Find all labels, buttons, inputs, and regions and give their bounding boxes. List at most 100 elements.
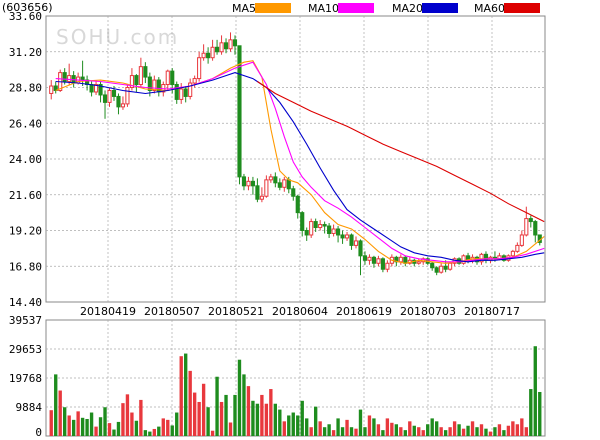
candle-body-down — [98, 84, 103, 96]
volume-bar — [188, 370, 192, 436]
volume-tick-label: 29653 — [9, 343, 42, 356]
volume-bar — [403, 430, 407, 436]
date-x-axis: 20180419 20180507 20180521 20180604 20180619… — [80, 305, 520, 318]
candle-body-down — [183, 88, 188, 97]
candle-body-down — [232, 39, 238, 47]
volume-bar — [98, 417, 103, 436]
volume-bar — [237, 359, 242, 436]
volume-bar — [143, 430, 148, 436]
candle-body-up — [376, 258, 381, 264]
candle-body-down — [277, 182, 282, 188]
candle-body-up — [479, 253, 484, 263]
volume-bar — [94, 426, 98, 436]
volume-bar — [434, 421, 439, 436]
candle-body-down — [300, 212, 305, 231]
volume-bar — [484, 428, 488, 436]
volume-bar — [192, 392, 197, 436]
candle-body-down — [322, 224, 327, 227]
volume-bar — [452, 421, 457, 436]
candle-body-up — [165, 70, 170, 86]
volume-bar — [349, 427, 354, 436]
volume-bar — [291, 412, 295, 436]
volume-tick-label: 0 — [35, 426, 42, 439]
volume-bar — [175, 412, 179, 436]
candle-body-down — [313, 221, 318, 229]
volume-bar — [466, 425, 470, 436]
candle-body-up — [452, 258, 457, 264]
price-tick-label: 24.00 — [9, 153, 42, 166]
volume-bar — [282, 421, 286, 436]
candle-body-down — [255, 185, 260, 200]
ma-line-ma20 — [55, 72, 545, 263]
volume-bars — [49, 346, 542, 436]
volume-bar — [461, 428, 466, 436]
chart-title: (603656) — [2, 1, 53, 14]
candle-body-down — [371, 256, 377, 264]
candle-body-up — [228, 39, 233, 50]
candle-body-down — [223, 42, 229, 50]
volume-bar — [443, 430, 448, 436]
volume-bar — [287, 415, 291, 436]
candle-body-up — [152, 79, 157, 91]
candlesticks — [49, 32, 542, 276]
candle-body-down — [214, 46, 220, 53]
legend-swatch — [255, 3, 291, 13]
volume-bar — [426, 424, 430, 436]
candle-body-up — [219, 42, 224, 53]
candle-body-up — [49, 85, 54, 94]
volume-bar — [358, 409, 363, 436]
candle-body-down — [362, 255, 368, 261]
volume-bar — [179, 356, 183, 436]
volume-bar — [506, 425, 511, 436]
candle-body-down — [403, 256, 408, 264]
candle-body-down — [170, 70, 175, 86]
candle-body-up — [201, 52, 206, 59]
price-tick-label: 21.60 — [9, 189, 42, 202]
candle-body-up — [282, 179, 287, 188]
price-tick-label: 16.80 — [9, 260, 42, 273]
price-tick-label: 31.20 — [9, 46, 42, 59]
volume-bar — [242, 374, 246, 436]
volume-bar — [103, 407, 107, 436]
legend-label: MA5 — [232, 2, 256, 15]
volume-bar — [121, 403, 125, 436]
price-tick-label: 26.40 — [9, 117, 42, 130]
volume-bar — [170, 425, 174, 436]
volume-bar — [376, 424, 381, 436]
volume-bar — [412, 425, 416, 436]
candle-body-up — [67, 75, 72, 83]
candle-body-up — [439, 265, 444, 273]
candle-body-up — [331, 228, 336, 234]
volume-tick-label: 19768 — [9, 372, 42, 385]
candle-body-down — [102, 94, 108, 103]
legend: MA5 MA10 MA20 MA60 — [232, 2, 540, 15]
volume-bar — [233, 394, 237, 436]
volume-bar — [273, 403, 278, 436]
candle-body-down — [286, 179, 291, 190]
legend-label: MA20 — [392, 2, 423, 15]
candle-body-up — [318, 224, 323, 229]
ma-line-ma10 — [55, 61, 545, 263]
volume-bar — [63, 407, 67, 436]
volume-bar — [269, 389, 273, 436]
candle-body-down — [349, 234, 354, 246]
legend-swatch — [504, 3, 540, 13]
candle-body-down — [241, 176, 247, 187]
volume-bar — [201, 383, 206, 436]
candle-body-down — [147, 76, 152, 91]
candle-body-up — [120, 103, 126, 108]
volume-bar — [112, 429, 116, 436]
volume-bar — [372, 418, 376, 436]
candle-body-down — [206, 52, 211, 59]
volume-bar — [166, 419, 170, 436]
volume-y-axis: 39537 29653 19768 9884 0 — [9, 314, 42, 439]
volume-bar — [511, 421, 515, 436]
price-tick-label: 19.20 — [9, 225, 42, 238]
candle-body-up — [398, 256, 403, 263]
volume-tick-label: 9884 — [16, 401, 43, 414]
candle-body-up — [125, 87, 130, 105]
volume-bar — [430, 418, 434, 436]
volume-bar — [54, 374, 58, 436]
candle-body-down — [295, 195, 300, 214]
